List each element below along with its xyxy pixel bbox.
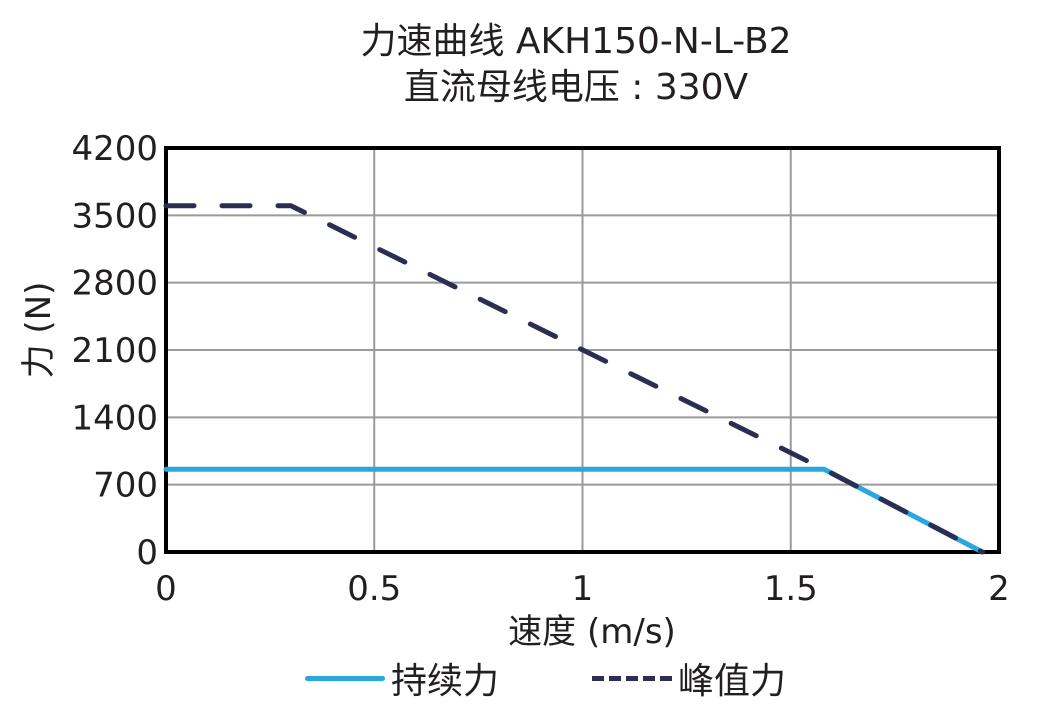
svg-text:1400: 1400: [71, 398, 158, 438]
svg-text:4200: 4200: [71, 129, 158, 169]
svg-text:700: 700: [93, 466, 158, 506]
x-axis-label: 速度 (m/s): [508, 612, 676, 652]
svg-text:0: 0: [136, 533, 158, 573]
svg-text:2800: 2800: [71, 264, 158, 304]
svg-text:1.5: 1.5: [764, 569, 818, 609]
data-series: [163, 203, 985, 555]
plot-frame: [164, 146, 1001, 554]
svg-text:0.5: 0.5: [347, 569, 401, 609]
svg-text:3500: 3500: [71, 196, 158, 236]
axis-ticks: 0 0.5 1 1.5 2 0 700 1400 2100 2800 3500 4200: [71, 129, 1009, 609]
svg-text:0: 0: [155, 569, 177, 609]
legend-label-peak: 峰值力: [678, 661, 787, 702]
legend-peak: 峰值力: [592, 652, 786, 704]
dashed-line-icon: [592, 675, 672, 681]
solid-line-icon: [305, 675, 385, 681]
legend-label-continuous: 持续力: [391, 661, 500, 702]
chart-subtitle: 直流母线电压 : 330V: [403, 67, 749, 108]
svg-text:2: 2: [988, 569, 1010, 609]
y-axis-label: 力 (N): [19, 282, 59, 379]
chart-title: 力速曲线 AKH150-N-L-B2: [360, 21, 792, 62]
svg-text:2100: 2100: [71, 331, 158, 371]
svg-text:1: 1: [572, 569, 594, 609]
legend-continuous: 持续力: [305, 652, 499, 704]
